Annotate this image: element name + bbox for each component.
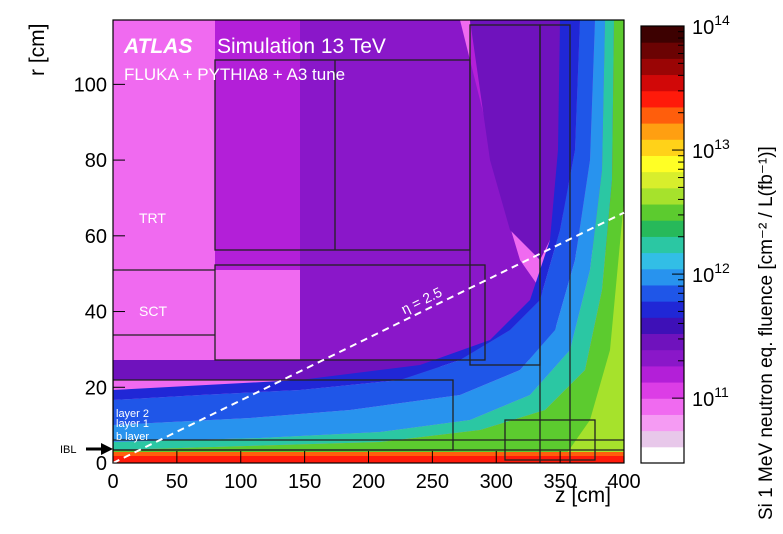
chart-subtitle: FLUKA + PYTHIA8 + A3 tune	[124, 65, 345, 84]
colorbar-band	[641, 414, 684, 432]
detector-label: layer 2	[116, 408, 149, 420]
colorbar-band	[641, 317, 684, 335]
colorbar-band	[641, 268, 684, 286]
x-tick-label: 200	[352, 471, 385, 493]
colorbar-band	[641, 398, 684, 415]
x-tick-label: 300	[480, 471, 513, 493]
colorbar-band	[641, 382, 684, 399]
y-axis-label: r [cm]	[26, 24, 49, 77]
y-tick-label: 40	[85, 302, 107, 324]
colorbar-band	[641, 252, 684, 270]
colorbar-band	[641, 171, 684, 189]
colorbar-band	[641, 430, 684, 448]
colorbar-ticks: 1014 1013 1012 1011	[672, 12, 730, 411]
colorbar-band	[641, 187, 684, 205]
colorbar	[641, 26, 684, 464]
x-tick-label: 100	[224, 471, 257, 493]
colorbar-band	[641, 333, 684, 351]
colorbar-band	[641, 155, 684, 173]
chart-title: Simulation 13 TeV	[217, 35, 386, 58]
colorbar-tick-label: 1013	[692, 136, 730, 163]
x-tick-label: 150	[288, 471, 321, 493]
fluence-region-yellowgreen	[560, 200, 624, 463]
colorbar-band	[641, 74, 684, 92]
colorbar-band	[641, 301, 684, 318]
detector-label: SCT	[139, 303, 167, 319]
colorbar-band	[641, 58, 684, 76]
x-tick-label: 0	[107, 471, 118, 493]
x-tick-label: 400	[607, 471, 640, 493]
detector-label: IBL	[60, 444, 77, 456]
y-tick-label: 0	[96, 453, 107, 475]
x-tick-label: 250	[416, 471, 449, 493]
detector-label: b layer	[116, 431, 149, 443]
colorbar-frame	[640, 25, 685, 464]
colorbar-label: Si 1 MeV neutron eq. fluence [cm⁻² / L(f…	[756, 146, 777, 520]
colorbar-band	[641, 123, 684, 140]
x-axis-label: z [cm]	[555, 484, 611, 507]
detector-outlines	[113, 24, 624, 463]
colorbar-band	[641, 284, 684, 302]
x-tick-label: 50	[166, 471, 188, 493]
colorbar-band	[641, 236, 684, 254]
y-tick-label: 100	[74, 74, 107, 96]
colorbar-band	[641, 26, 684, 43]
forward-structure-1	[539, 24, 571, 463]
ibl-arrow-icon	[101, 443, 113, 455]
fluence-region-darkviolet	[113, 20, 570, 380]
sct-outline	[214, 264, 486, 361]
detector-label: layer 1	[116, 418, 149, 430]
colorbar-band	[641, 349, 684, 367]
plot-area	[113, 20, 624, 463]
x-axis: 0 50 100 150 200 250 300 350 400	[107, 451, 641, 493]
y-tick-label: 60	[85, 226, 107, 248]
y-axis: 0 20 40 60 80 100	[74, 74, 125, 475]
atlas-label: ATLAS	[123, 35, 192, 58]
eta-line	[112, 211, 625, 464]
colorbar-tick-label: 1014	[692, 12, 730, 39]
detector-label: TRT	[139, 210, 166, 226]
colorbar-band	[641, 106, 684, 124]
y-tick-label: 20	[85, 377, 107, 399]
colorbar-tick-label: 1011	[692, 384, 729, 411]
colorbar-band	[641, 139, 684, 156]
fluence-region-green	[113, 20, 624, 463]
colorbar-band	[641, 42, 684, 59]
y-tick-label: 80	[85, 150, 107, 172]
colorbar-tick-label: 1012	[692, 260, 730, 287]
x-tick-label: 350	[543, 471, 576, 493]
colorbar-band	[641, 204, 684, 221]
colorbar-band	[641, 220, 684, 237]
colorbar-band	[641, 90, 684, 108]
colorbar-band	[641, 446, 684, 464]
colorbar-band	[641, 365, 684, 383]
